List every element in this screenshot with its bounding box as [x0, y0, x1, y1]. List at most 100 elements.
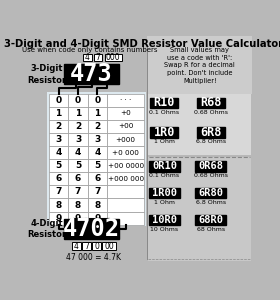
Bar — [49, 159, 68, 172]
Text: · · ·: · · · — [120, 97, 131, 103]
Bar — [68, 159, 88, 172]
Text: 47 000 = 4.7K: 47 000 = 4.7K — [66, 253, 121, 262]
Bar — [88, 212, 107, 225]
Bar — [102, 242, 116, 250]
Text: +00 0000: +00 0000 — [108, 163, 144, 169]
Text: +00: +00 — [118, 124, 133, 130]
Bar — [107, 107, 144, 120]
Text: 8: 8 — [55, 200, 62, 209]
Bar — [88, 94, 107, 107]
Text: 68 Ohms: 68 Ohms — [197, 227, 225, 232]
Text: 7: 7 — [94, 188, 101, 196]
Bar — [107, 146, 144, 159]
Text: 0: 0 — [94, 242, 99, 251]
Bar — [88, 120, 107, 133]
Text: 1 Ohm: 1 Ohm — [154, 200, 175, 205]
Text: 0R68: 0R68 — [199, 161, 223, 171]
Bar — [72, 242, 81, 250]
Text: 3: 3 — [75, 135, 81, 144]
Bar — [105, 54, 122, 61]
Text: 2: 2 — [55, 122, 62, 131]
Bar — [197, 127, 225, 138]
Text: 10R0: 10R0 — [152, 215, 177, 225]
Text: 3: 3 — [94, 135, 101, 144]
Bar — [107, 185, 144, 199]
Bar — [147, 36, 252, 94]
Text: 6.8 Ohms: 6.8 Ohms — [196, 200, 226, 205]
Bar — [68, 94, 88, 107]
Text: 2: 2 — [75, 122, 81, 131]
Text: 2: 2 — [94, 122, 101, 131]
Bar — [68, 172, 88, 185]
Bar — [107, 172, 144, 185]
Bar — [49, 172, 68, 185]
Bar — [107, 212, 144, 225]
Bar — [92, 242, 101, 250]
Text: 0: 0 — [94, 96, 101, 105]
Bar — [88, 133, 107, 146]
Text: 0.1 Ohms: 0.1 Ohms — [149, 173, 179, 178]
Text: 9: 9 — [94, 214, 101, 223]
Bar — [195, 161, 227, 172]
Bar — [49, 199, 68, 212]
Text: 1R0: 1R0 — [154, 126, 175, 139]
Bar — [68, 146, 88, 159]
Text: 9: 9 — [55, 214, 62, 223]
Text: 4: 4 — [74, 242, 79, 251]
Text: Small values may
use a code with 'R':
Swap R for a decimal
point. Don't include
: Small values may use a code with 'R': Sw… — [164, 47, 235, 84]
Bar — [68, 199, 88, 212]
Text: 0R10: 0R10 — [152, 161, 177, 171]
Bar — [49, 107, 68, 120]
Text: 6: 6 — [55, 174, 62, 183]
Text: 7: 7 — [75, 188, 81, 196]
Text: 4: 4 — [55, 148, 62, 157]
Text: 6R8: 6R8 — [200, 126, 221, 139]
Text: 473: 473 — [70, 62, 113, 86]
Text: 5: 5 — [55, 161, 62, 170]
Bar — [49, 133, 68, 146]
Bar — [64, 64, 119, 84]
Text: R68: R68 — [200, 97, 221, 110]
Bar — [68, 120, 88, 133]
Bar — [88, 199, 107, 212]
Bar — [49, 94, 68, 107]
Bar — [150, 98, 178, 108]
Bar — [68, 185, 88, 199]
Text: 6: 6 — [75, 174, 81, 183]
Text: 1 Ohm: 1 Ohm — [154, 139, 175, 144]
Text: 3-Digit and 4-Digit SMD Resistor Value Calculator: 3-Digit and 4-Digit SMD Resistor Value C… — [4, 39, 280, 49]
Bar — [149, 188, 180, 199]
Bar — [88, 146, 107, 159]
Bar — [49, 212, 68, 225]
Text: 4: 4 — [94, 148, 101, 157]
Text: 8: 8 — [75, 200, 81, 209]
Bar — [68, 107, 88, 120]
Text: R10: R10 — [154, 97, 175, 110]
Bar — [88, 172, 107, 185]
Text: 5: 5 — [75, 161, 81, 170]
Bar — [49, 146, 68, 159]
Bar — [195, 214, 227, 225]
Bar — [149, 161, 180, 172]
Text: 000: 000 — [106, 53, 121, 62]
Text: 1: 1 — [55, 109, 62, 118]
Text: 1R00: 1R00 — [152, 188, 177, 198]
Text: 0: 0 — [75, 96, 81, 105]
Text: +000 000: +000 000 — [108, 176, 144, 182]
Text: 0.68 Ohms: 0.68 Ohms — [194, 173, 228, 178]
Text: 1: 1 — [94, 109, 101, 118]
Text: 4: 4 — [75, 148, 81, 157]
Text: Use when code only contains numbers: Use when code only contains numbers — [22, 47, 157, 53]
Bar — [83, 54, 92, 61]
Text: 6.8 Ohms: 6.8 Ohms — [196, 139, 226, 144]
Text: 0: 0 — [55, 96, 62, 105]
Text: 00: 00 — [104, 242, 114, 251]
Text: 4702: 4702 — [63, 217, 120, 241]
Text: 8: 8 — [94, 200, 101, 209]
Bar — [107, 120, 144, 133]
Text: +0 000: +0 000 — [112, 150, 139, 156]
Text: 3-Digit
Resistor: 3-Digit Resistor — [27, 64, 66, 85]
Text: 6: 6 — [94, 174, 101, 183]
Text: +000: +000 — [116, 136, 136, 142]
Bar — [68, 212, 88, 225]
